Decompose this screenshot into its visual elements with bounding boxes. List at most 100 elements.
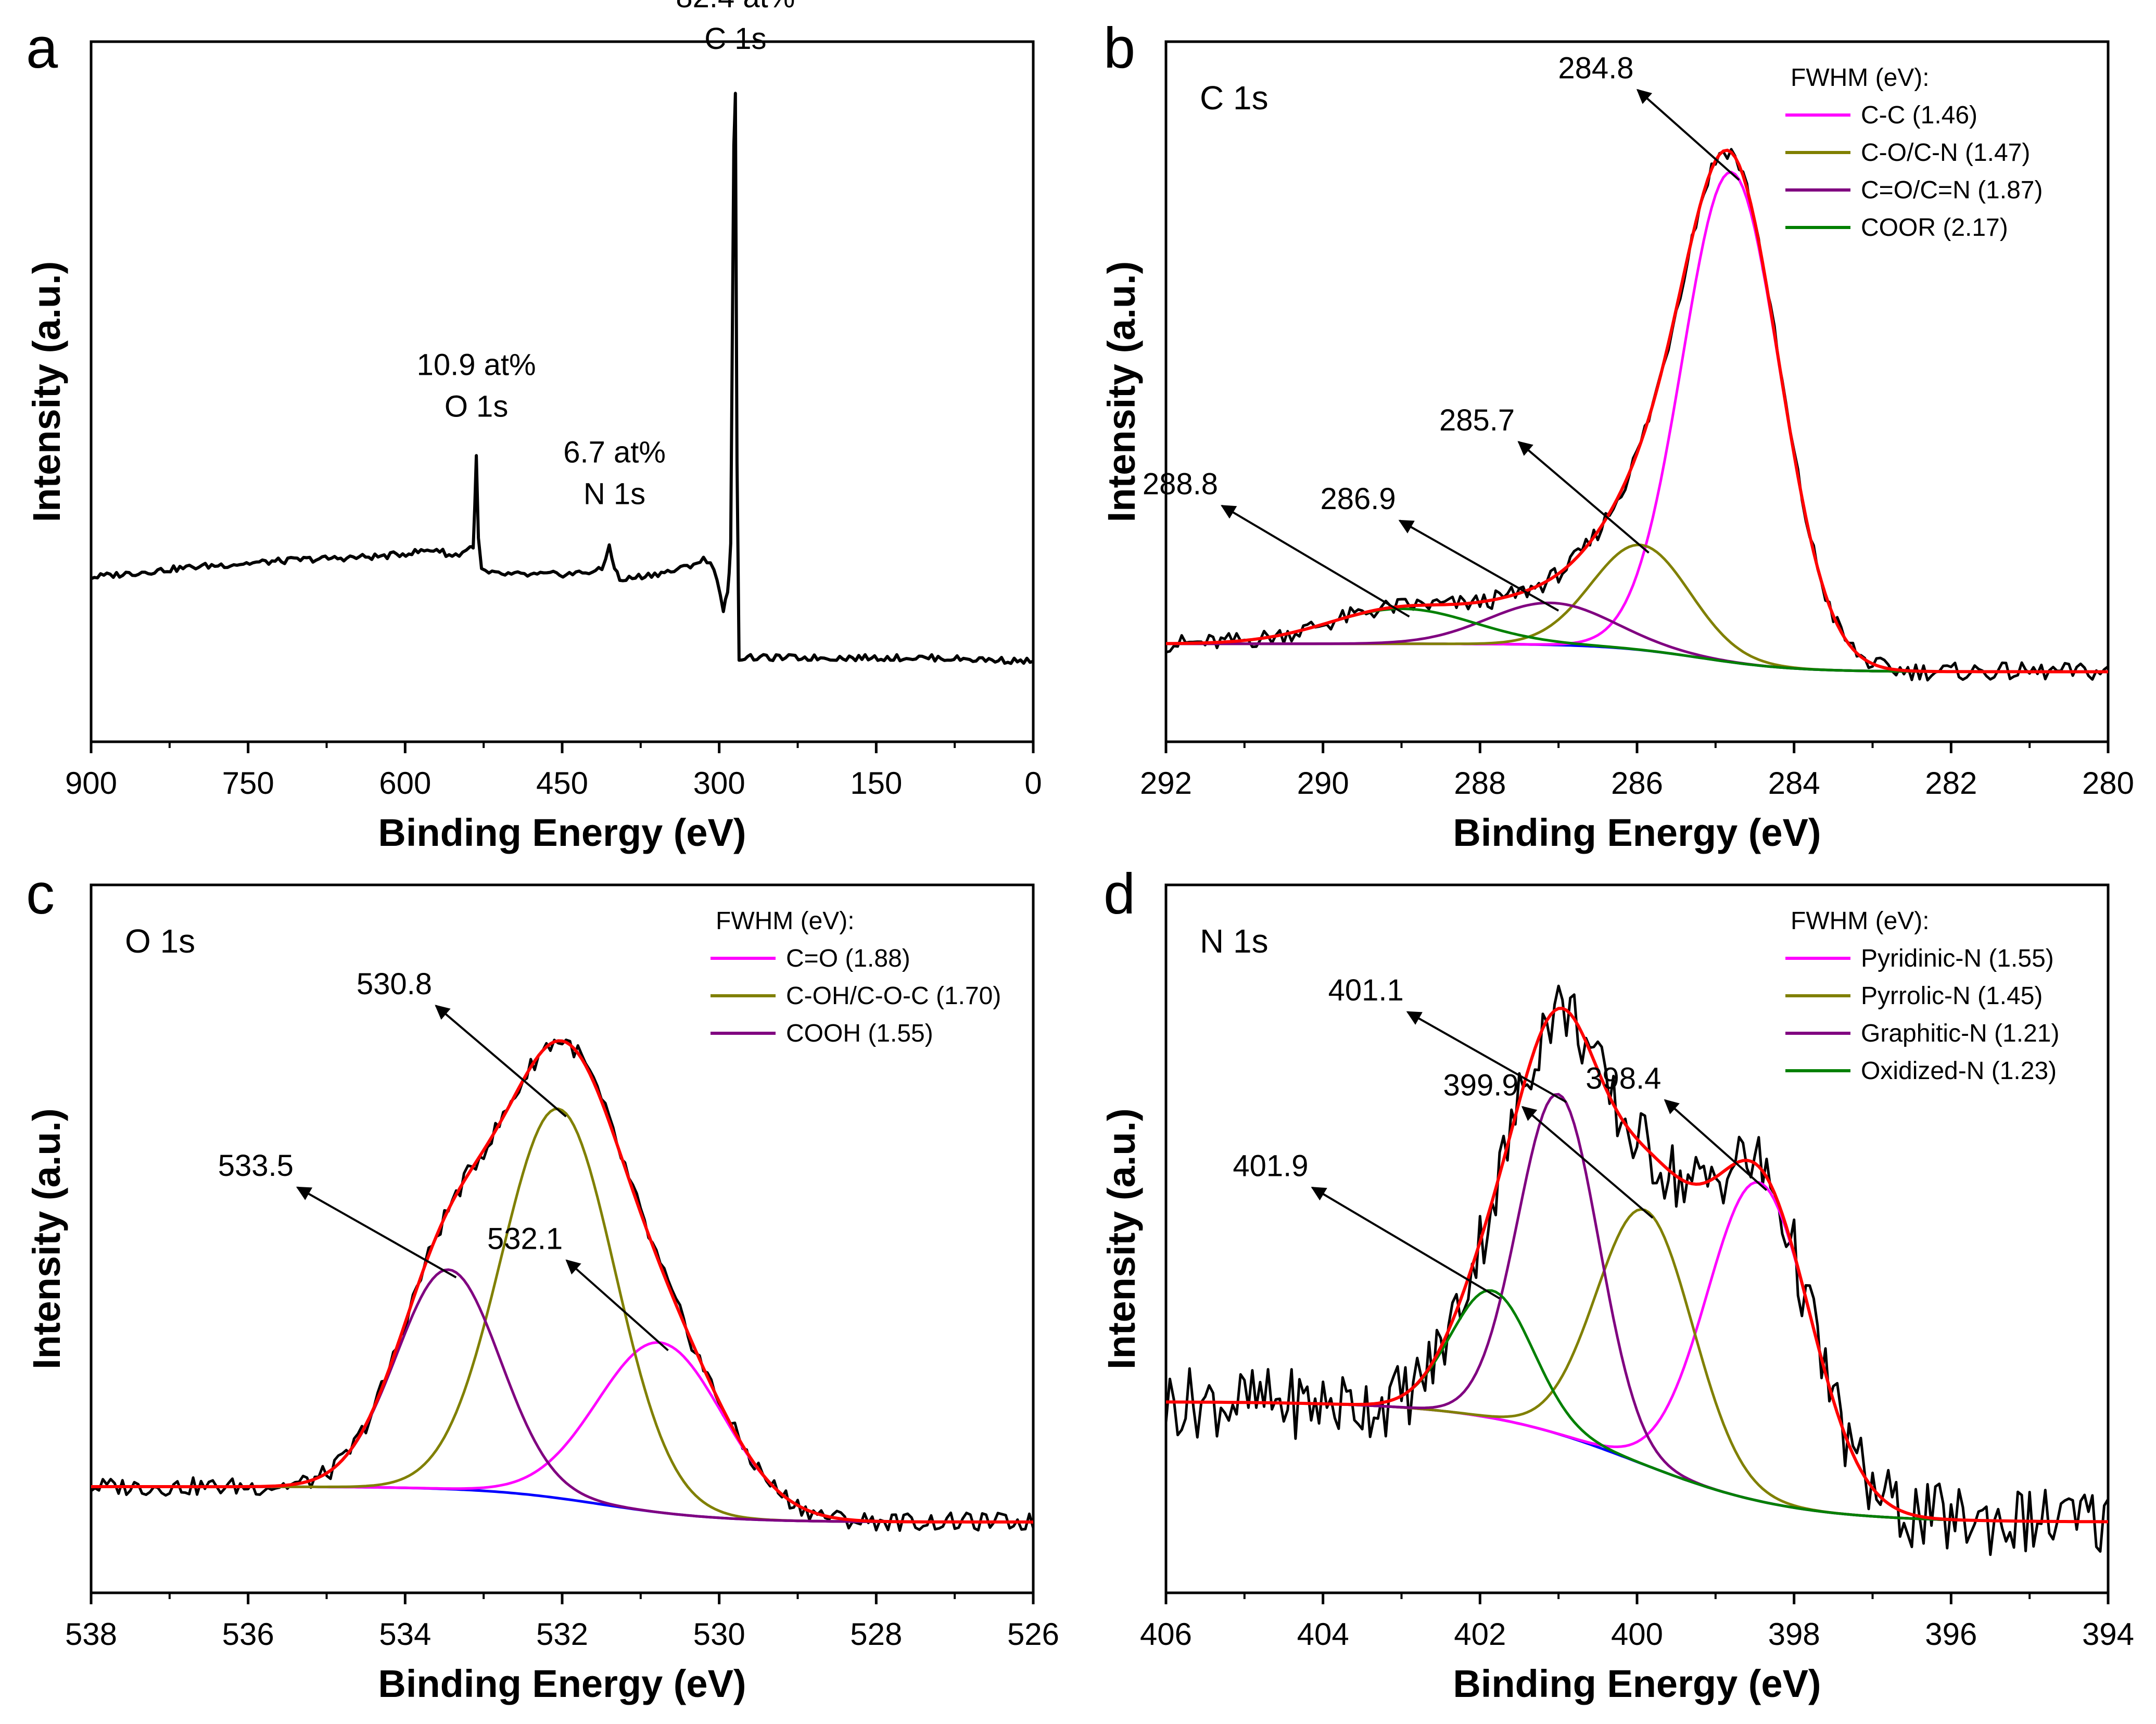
component-coor [1166,607,2108,673]
peak-label: 399.9 [1443,1069,1519,1102]
x-tick-label: 400 [1611,1617,1663,1652]
core-level-label: O 1s [125,922,195,960]
annotation-arrow [1406,1011,1567,1103]
peak-annotation: 399.9 [1443,1069,1654,1219]
component-c-o-c-n [1166,543,2108,673]
peak-annotation: 533.5 [218,1149,457,1278]
x-axis-ticks: 538 536 534 532 530 528 526 [65,1593,1059,1652]
x-tick-label: 538 [65,1617,117,1652]
x-tick-label: 530 [693,1617,745,1652]
x-tick-label: 286 [1611,766,1663,801]
peak-annotation: 530.8 [357,967,567,1118]
annotation-arrow [1636,88,1740,181]
component-oxidized-n [1166,1289,2108,1523]
component-cooh [91,1268,1033,1524]
component-pyrrolic-n [1166,1208,2108,1523]
legend-entry: Pyrrolic-N (1.45) [1861,982,2043,1010]
y-axis-title: Intensity (a.u.) [1100,261,1143,523]
plot-frame [90,40,1035,743]
peak-annotation: 532.1 [487,1222,669,1351]
peak-label: 401.9 [1233,1149,1308,1183]
x-tick-label: 536 [222,1617,274,1652]
panel-b: b 292 290 288 286 284 282 280 Binding Energy (eV… [1100,16,2134,854]
component-c-o [91,1341,1033,1524]
legend-entry: C=O/C=N (1.87) [1861,176,2043,204]
background-line [1166,642,2108,673]
legend: FWHM (eV): C-C (1.46) C-O/C-N (1.47) C=O/C=… [1785,64,2043,242]
peak-annotation: 401.1 [1328,973,1567,1103]
x-tick-label: 406 [1140,1617,1192,1652]
annotation-arrow [1221,504,1410,618]
y-axis-title: Intensity (a.u.) [1100,1108,1143,1370]
x-axis-ticks: 900 750 600 450 300 150 0 [65,742,1042,801]
annotation-core: O 1s [445,389,509,423]
x-tick-label: 394 [2082,1617,2134,1652]
component-c-c [1166,171,2108,673]
x-tick-label: 526 [1007,1617,1059,1652]
peak-annotation: 10.9 at% O 1s [417,348,536,423]
envelope-fit [1166,148,2108,674]
core-level-label: N 1s [1200,922,1269,960]
legend-entry: Graphitic-N (1.21) [1861,1020,2059,1047]
peak-label: 288.8 [1143,467,1218,501]
envelope-fit [1166,1007,2108,1524]
legend-entry: C-O/C-N (1.47) [1861,139,2030,167]
legend-entry: C-C (1.46) [1861,102,1977,129]
x-tick-label: 528 [850,1617,902,1652]
peak-annotation: 284.8 [1558,52,1740,181]
legend-title: FWHM (eV): [1791,907,1930,935]
peak-annotation: 6.7 at% N 1s [563,435,666,511]
panel-letter: c [26,862,55,926]
peak-annotation: 82.4 at% C 1s [676,0,795,56]
x-axis-title: Binding Energy (eV) [378,1662,746,1705]
peak-label: 530.8 [357,967,432,1001]
x-tick-label: 150 [850,766,902,801]
annotation-arrow [565,1259,669,1351]
x-tick-label: 900 [65,766,117,801]
x-tick-label: 600 [379,766,431,801]
legend-entry: COOH (1.55) [786,1020,933,1047]
peak-annotation: 401.9 [1233,1149,1500,1300]
x-tick-label: 280 [2082,766,2134,801]
legend-entry: C-OH/C-O-C (1.70) [786,982,1001,1010]
annotation-arrow [1521,1106,1654,1219]
annotation-percent: 6.7 at% [563,435,666,469]
legend-title: FWHM (eV): [1791,64,1930,92]
x-axis-title: Binding Energy (eV) [1453,811,1821,854]
x-tick-label: 300 [693,766,745,801]
x-axis-ticks: 292 290 288 286 284 282 280 [1140,742,2134,801]
annotation-arrow [296,1186,457,1278]
panel-letter: a [26,16,58,80]
x-tick-label: 282 [1925,766,1977,801]
panel-c: c 538 536 534 532 530 528 526 Binding Energy (eV… [25,862,1059,1705]
y-axis-title: Intensity (a.u.) [25,261,68,523]
panel-a: a 900 750 600 450 300 150 0 Binding Energy (eV) I… [25,0,1042,854]
peak-label: 398.4 [1586,1062,1661,1096]
x-tick-label: 398 [1768,1617,1820,1652]
peak-label: 286.9 [1321,482,1396,516]
annotation-arrow [1517,441,1650,554]
component-pyridinic-n [1166,1181,2108,1523]
x-tick-label: 0 [1024,766,1042,801]
plot-area [1166,148,2108,682]
peak-annotation: 288.8 [1143,467,1410,618]
x-tick-label: 284 [1768,766,1820,801]
legend-entry: Oxidized-N (1.23) [1861,1057,2057,1085]
survey-spectrum [91,92,1033,665]
peak-annotation: 286.9 [1321,482,1559,612]
x-tick-label: 396 [1925,1617,1977,1652]
panel-d: d 406 404 402 400 398 396 394 Binding Energy (eV… [1100,862,2134,1705]
legend: FWHM (eV): Pyridinic-N (1.55) Pyrrolic-N (… [1785,907,2059,1085]
x-tick-label: 288 [1454,766,1506,801]
x-tick-label: 532 [536,1617,588,1652]
x-tick-label: 404 [1297,1617,1349,1652]
y-axis-title: Intensity (a.u.) [25,1108,68,1370]
peak-label: 401.1 [1328,973,1404,1007]
legend-entry: Pyridinic-N (1.55) [1861,945,2054,972]
plot-area [91,1038,1033,1532]
annotation-core: C 1s [704,22,766,56]
annotation-core: N 1s [584,477,645,511]
legend-entry: C=O (1.88) [786,945,910,972]
x-tick-label: 450 [536,766,588,801]
